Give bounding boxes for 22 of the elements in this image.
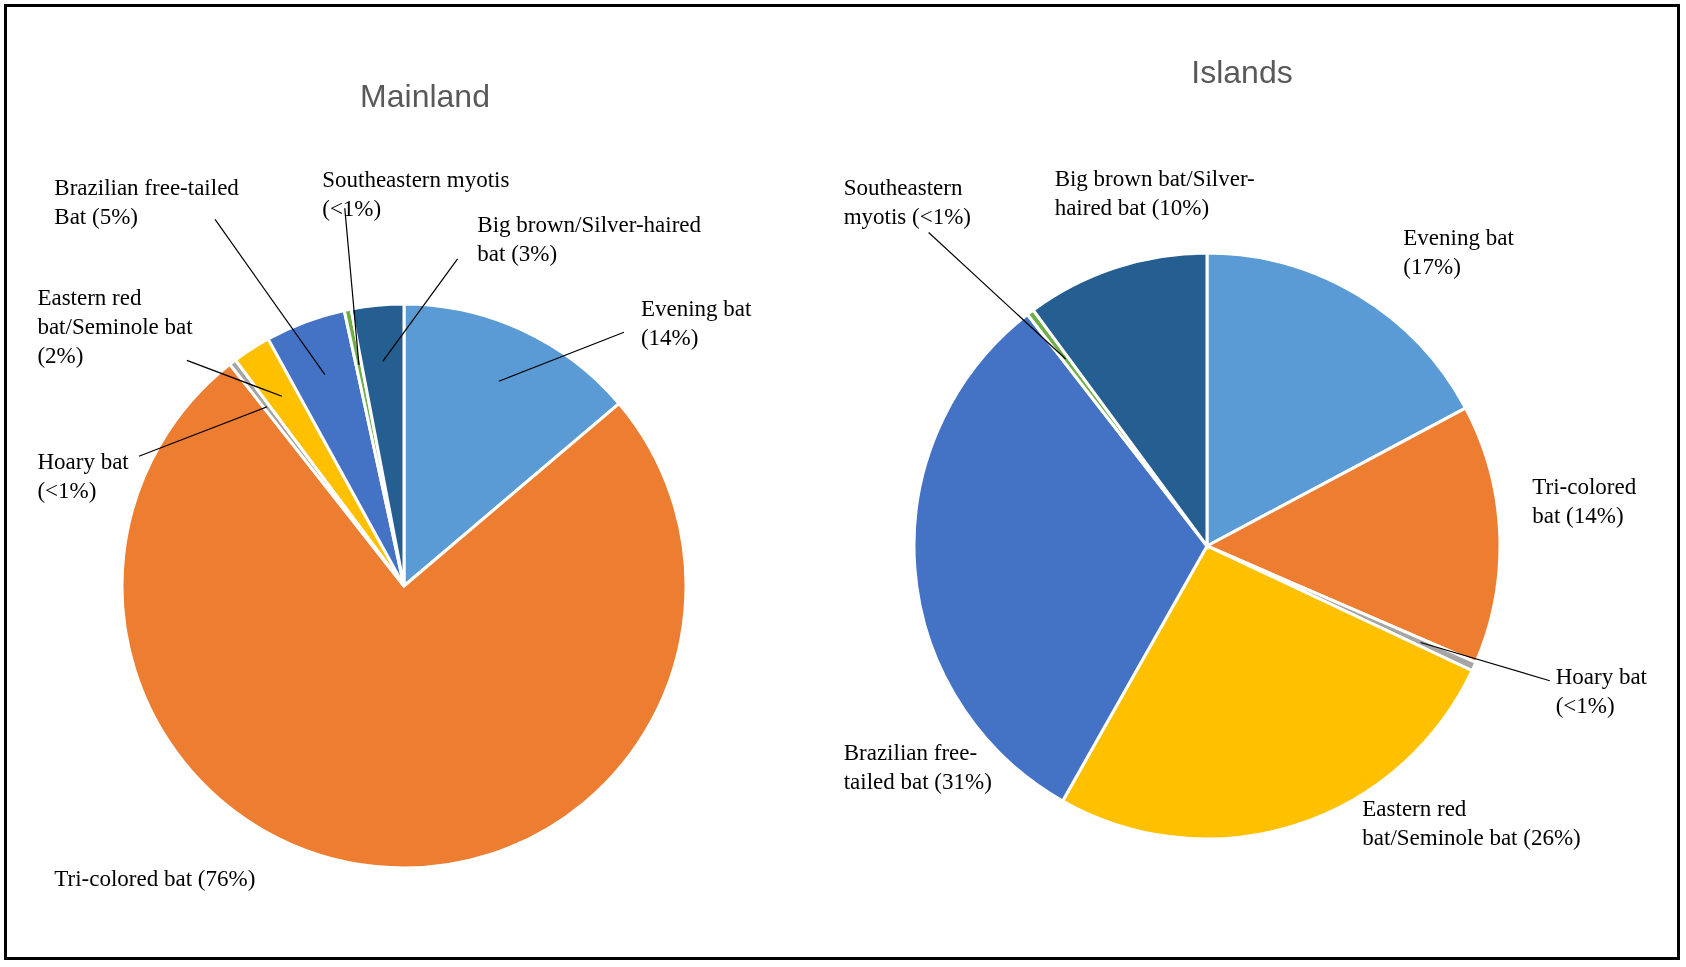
slice-label: Big brown/Silver-haired bat (3%): [477, 211, 702, 266]
slice-label: Hoary bat: [1555, 664, 1648, 690]
slice-label: Eastern red bat/Seminole bat (26%): [1362, 795, 1581, 850]
data-label: (<1%): [1555, 693, 1615, 719]
slice-label: Eastern red bat/Seminole bat: [37, 285, 194, 340]
slice-label: Big brown bat/Silver-haired bat (10%): [1054, 166, 1255, 221]
chart-title: Islands: [1191, 54, 1293, 90]
slice-label: Evening bat: [1403, 224, 1515, 250]
slice-label: Brazilian free-tailed Bat (5%): [54, 175, 240, 230]
data-label: (2%): [37, 343, 84, 369]
chart-title: Mainland: [360, 78, 490, 114]
slice-label: Tri-colored bat (76%): [54, 866, 256, 891]
slice-label: Southeastern myotis: [322, 166, 510, 192]
slice-label: Southeastern myotis (<1%): [843, 174, 972, 229]
data-label: (14%): [640, 325, 699, 351]
slice-label: Hoary bat: [37, 448, 130, 474]
data-label: (17%): [1403, 253, 1461, 279]
slice-label: Evening bat: [640, 296, 752, 322]
data-label: (<1%): [37, 477, 97, 503]
data-label: (<1%): [322, 195, 382, 221]
slice-label: Tri-colored bat (14%): [1532, 473, 1637, 528]
slice-label: Brazilian free-tailed bat (31%): [843, 740, 992, 795]
